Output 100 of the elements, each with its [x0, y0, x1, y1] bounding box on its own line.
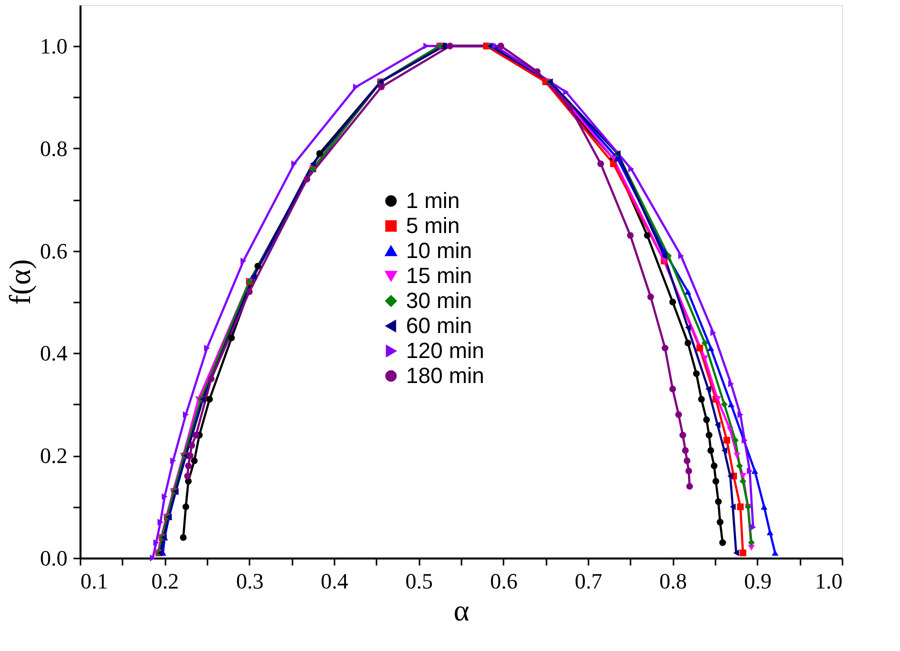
point: [696, 344, 704, 352]
point: [734, 452, 740, 458]
point: [750, 524, 756, 531]
point: [675, 411, 682, 418]
point: [707, 345, 714, 351]
x-tick-label: 0.4: [320, 568, 348, 594]
point: [751, 468, 758, 474]
point: [563, 88, 569, 96]
point: [679, 432, 686, 438]
point: [240, 258, 246, 264]
point: [706, 432, 712, 438]
x-tick-label: 0.8: [659, 568, 687, 594]
point: [740, 478, 746, 485]
y-tick-label: 0.4: [40, 340, 68, 366]
point: [190, 457, 198, 464]
point: [748, 539, 755, 546]
point: [610, 160, 617, 168]
point: [158, 518, 164, 526]
point: [726, 427, 734, 433]
point: [669, 386, 676, 392]
point: [685, 468, 692, 474]
point: [378, 84, 385, 90]
point: [192, 432, 200, 438]
point: [703, 416, 710, 424]
point: [304, 176, 310, 182]
point: [733, 550, 740, 556]
legend-label: 30 min: [406, 288, 472, 313]
point: [180, 534, 187, 541]
point: [678, 252, 684, 260]
point: [182, 503, 190, 510]
y-tick-label: 0.6: [40, 238, 68, 264]
point: [661, 252, 668, 260]
point: [721, 447, 728, 454]
point: [228, 334, 235, 342]
point: [684, 457, 690, 464]
x-tick-label: 0.1: [80, 568, 108, 594]
point: [628, 166, 634, 172]
point: [740, 550, 746, 556]
point: [684, 340, 692, 346]
y-tick-label: 0.0: [40, 546, 68, 570]
point: [158, 550, 164, 556]
point: [597, 160, 604, 168]
point: [732, 436, 739, 444]
point: [669, 298, 676, 306]
point: [742, 436, 748, 444]
point: [736, 462, 743, 470]
point: [188, 442, 196, 449]
point: [682, 447, 689, 454]
legend-label: 15 min: [406, 263, 472, 288]
point: [760, 504, 768, 510]
x-axis-title: α: [454, 594, 470, 628]
x-tick-label: 0.5: [405, 568, 433, 594]
point: [153, 539, 160, 546]
x-tick-label: 0.2: [151, 568, 179, 594]
point: [740, 473, 746, 479]
point: [186, 452, 194, 459]
point: [647, 294, 654, 300]
point: [716, 518, 724, 526]
point: [720, 401, 728, 408]
legend-label: 1 min: [406, 188, 460, 213]
point: [715, 498, 722, 506]
point: [710, 462, 718, 470]
legend-label: 10 min: [406, 238, 472, 263]
x-tick-label: 1.0: [815, 568, 842, 594]
point: [719, 539, 726, 546]
point: [712, 478, 720, 485]
x-tick-label: 0.3: [236, 568, 264, 594]
legend-label: 60 min: [406, 313, 472, 338]
point: [150, 554, 156, 562]
point: [446, 42, 454, 50]
point: [707, 447, 714, 454]
point: [746, 468, 753, 474]
point: [184, 472, 191, 480]
point: [728, 380, 734, 388]
point: [534, 68, 541, 75]
x-tick-label: 0.7: [574, 568, 602, 594]
point: [626, 232, 634, 239]
point: [162, 493, 168, 500]
legend-label: 120 min: [406, 338, 484, 363]
point: [714, 422, 720, 428]
point: [705, 386, 712, 392]
point: [727, 472, 734, 480]
point: [710, 329, 716, 336]
point: [614, 156, 621, 162]
point: [316, 150, 323, 157]
legend-label: 5 min: [406, 213, 460, 238]
point: [182, 411, 189, 418]
point: [686, 482, 693, 490]
point: [724, 436, 730, 444]
point: [185, 462, 192, 470]
point: [660, 248, 668, 254]
point: [497, 42, 504, 50]
point: [737, 411, 744, 418]
point: [701, 355, 708, 362]
point: [291, 160, 298, 168]
point: [684, 288, 692, 295]
point: [693, 370, 700, 378]
point: [737, 503, 744, 510]
x-tick-label: 0.6: [490, 568, 518, 594]
point: [662, 344, 668, 352]
